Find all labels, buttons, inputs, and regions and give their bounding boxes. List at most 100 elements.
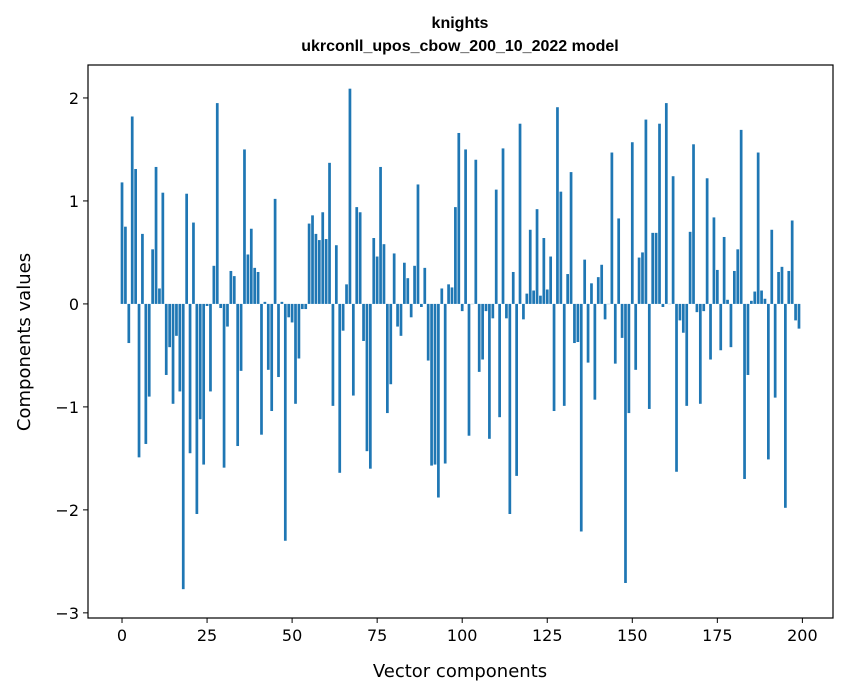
bar-component-106 <box>481 303 484 360</box>
y-tick-label: −2 <box>55 501 79 520</box>
bar-component-125 <box>545 289 549 304</box>
y-tick-label: 0 <box>69 295 79 314</box>
bar-component-70 <box>358 212 362 304</box>
bar-component-10 <box>154 166 158 304</box>
bar-component-11 <box>158 288 161 304</box>
bar-component-26 <box>209 303 212 392</box>
bar-component-4 <box>134 169 137 304</box>
bar-component-42 <box>263 301 267 304</box>
bar-component-85 <box>409 303 413 318</box>
bar-component-166 <box>685 303 689 406</box>
bar-component-36 <box>243 149 246 304</box>
bar-component-196 <box>787 270 791 304</box>
bar-component-134 <box>576 303 580 343</box>
bar-component-21 <box>192 222 195 304</box>
bar-component-68 <box>351 303 355 396</box>
y-tick-label: −3 <box>55 604 79 623</box>
bar-component-146 <box>617 218 621 304</box>
bar-component-137 <box>586 303 590 363</box>
bar-component-141 <box>600 264 604 304</box>
bar-component-73 <box>368 303 372 469</box>
bar-component-57 <box>314 233 318 304</box>
bar-component-158 <box>658 123 661 304</box>
bar-component-64 <box>338 303 342 473</box>
bar-component-74 <box>372 238 376 304</box>
bar-component-93 <box>437 303 440 498</box>
bar-component-34 <box>236 303 240 447</box>
bar-component-53 <box>300 303 304 310</box>
bar-component-22 <box>195 303 199 514</box>
bar-component-87 <box>416 184 420 304</box>
bar-component-124 <box>542 238 546 304</box>
bar-component-184 <box>746 303 750 375</box>
bar-component-81 <box>396 303 399 327</box>
bar-component-12 <box>161 192 165 304</box>
bar-component-24 <box>202 303 206 465</box>
bar-component-159 <box>661 303 665 307</box>
bar-component-154 <box>644 119 648 304</box>
bar-component-27 <box>212 265 216 304</box>
bar-component-56 <box>311 215 314 304</box>
bar-component-127 <box>552 303 556 412</box>
bar-component-33 <box>232 276 236 304</box>
bar-component-63 <box>334 245 338 304</box>
y-axis-ticks: −3 −2 −1 0 1 2 <box>55 89 88 623</box>
bar-component-44 <box>270 303 274 412</box>
bar-component-194 <box>780 266 784 304</box>
bar-component-30 <box>222 303 226 468</box>
bar-component-139 <box>593 303 597 400</box>
bar-component-120 <box>528 229 532 304</box>
bar-component-156 <box>651 232 655 304</box>
bar-component-171 <box>702 303 706 312</box>
chart-subtitle: ukrconll_upos_cbow_200_10_2022 model <box>301 38 618 55</box>
bar-component-43 <box>266 303 270 370</box>
bar-component-183 <box>743 303 746 479</box>
bar-component-78 <box>386 303 389 414</box>
bar-component-142 <box>603 303 607 320</box>
bar-component-128 <box>556 107 559 304</box>
x-tick-label: 25 <box>197 626 217 645</box>
bar-component-20 <box>188 303 192 454</box>
bar-component-180 <box>732 270 736 304</box>
plot-frame <box>87 64 834 619</box>
bar-component-192 <box>773 303 777 398</box>
bar-component-191 <box>770 229 774 304</box>
bar-component-29 <box>219 303 223 309</box>
bar-component-32 <box>229 270 233 304</box>
bar-component-147 <box>620 303 624 338</box>
bar-component-14 <box>168 303 171 348</box>
x-axis-label: Vector components <box>373 661 547 682</box>
bar-component-181 <box>736 249 740 304</box>
bar-component-178 <box>726 299 729 304</box>
bar-component-13 <box>164 303 168 375</box>
bar-component-193 <box>777 271 780 304</box>
bar-component-107 <box>484 303 488 312</box>
bar-component-49 <box>287 303 291 318</box>
bar-component-150 <box>630 142 634 304</box>
bar-component-155 <box>647 303 651 409</box>
bar-component-135 <box>579 303 583 532</box>
bar-component-77 <box>382 244 386 304</box>
bars-group <box>120 88 801 590</box>
bar-component-121 <box>532 290 535 304</box>
bar-component-2 <box>127 303 131 344</box>
bar-component-96 <box>447 284 450 304</box>
bar-component-40 <box>256 271 260 304</box>
bar-component-152 <box>637 257 641 304</box>
bar-component-1 <box>124 226 127 304</box>
bar-component-65 <box>341 303 345 331</box>
bar-component-5 <box>137 303 141 458</box>
x-axis-ticks: 0 25 50 75 100 125 150 175 200 <box>117 618 818 645</box>
bar-component-133 <box>573 303 576 344</box>
bar-component-79 <box>389 303 393 385</box>
x-tick-label: 150 <box>617 626 648 645</box>
bar-component-39 <box>253 267 257 304</box>
bar-component-157 <box>654 232 658 304</box>
bar-component-60 <box>324 239 328 304</box>
x-tick-label: 50 <box>282 626 302 645</box>
bar-component-164 <box>678 303 682 321</box>
bar-component-131 <box>566 274 570 304</box>
bar-component-7 <box>144 303 148 444</box>
bar-component-58 <box>317 240 321 304</box>
bar-component-169 <box>695 303 699 313</box>
